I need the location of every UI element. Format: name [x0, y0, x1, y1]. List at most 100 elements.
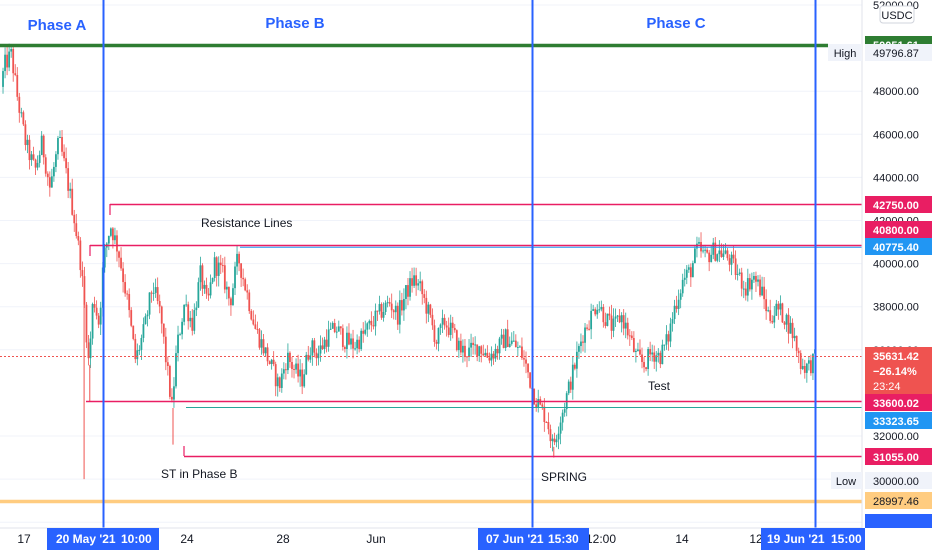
candle-body: [160, 306, 163, 324]
candle-body: [453, 327, 456, 331]
candle-body: [773, 315, 776, 323]
candle-body: [183, 304, 186, 322]
x-marker-07-jun[interactable]: [478, 528, 589, 550]
candle-body: [651, 352, 654, 355]
candle-body: [742, 288, 745, 290]
candle-body: [252, 319, 255, 325]
candle-body: [118, 251, 120, 258]
candle-body: [2, 71, 4, 87]
candle-body: [158, 301, 161, 307]
candle-body: [175, 353, 177, 387]
candle-body: [89, 338, 92, 359]
candle-body: [107, 235, 110, 244]
candle-body: [319, 345, 322, 354]
level-tag-28997-value: 28997.46: [873, 496, 919, 508]
candle-body: [561, 412, 564, 423]
candle-body: [374, 310, 377, 327]
candle-body: [44, 157, 47, 174]
candle-body: [803, 365, 806, 373]
candle-body: [799, 353, 802, 369]
candle-body: [246, 290, 249, 293]
x-marker-19-jun[interactable]: [761, 528, 865, 550]
candle-body: [230, 298, 232, 306]
candle-body: [496, 348, 499, 354]
candle-body: [653, 352, 656, 362]
candle-body: [313, 340, 316, 353]
candle-body: [763, 286, 766, 300]
annotation-resistance-lines: Resistance Lines: [201, 216, 292, 230]
candle-body: [553, 438, 556, 443]
candle-body: [207, 293, 210, 296]
candle-body: [521, 346, 523, 359]
currency-badge[interactable]: [879, 5, 915, 24]
candle-body: [152, 292, 155, 294]
last-price-tag: [865, 347, 932, 395]
candle-body: [156, 287, 159, 302]
candle-body: [128, 294, 131, 311]
candle-body: [512, 340, 515, 342]
candle-body: [4, 54, 6, 72]
candle-body: [500, 334, 503, 339]
candle-body: [750, 279, 753, 290]
candle-body: [765, 299, 768, 312]
candle-body: [787, 314, 790, 334]
candle-body: [429, 304, 432, 315]
candle-body: [744, 288, 747, 296]
candle-body: [65, 158, 68, 169]
candle-body: [610, 315, 613, 331]
candle-body: [339, 326, 342, 329]
candle-body: [337, 326, 340, 332]
candle-body: [250, 311, 253, 320]
candle-body: [706, 249, 709, 253]
candle-body: [134, 338, 137, 360]
candle-body: [759, 279, 761, 296]
candle-body: [632, 338, 635, 353]
candle-body: [655, 355, 658, 362]
candle-body: [341, 328, 344, 347]
candle-body: [691, 263, 694, 278]
candle-body: [557, 433, 560, 440]
candle-body: [254, 324, 257, 329]
candle-body: [396, 305, 399, 325]
candle-body: [114, 235, 116, 241]
x-tick-jun: Jun: [366, 532, 385, 546]
candle-body: [376, 310, 379, 312]
candle-body: [256, 328, 259, 330]
candle-body: [109, 228, 112, 236]
x-tick-17: 17: [17, 532, 31, 546]
level-tag-31055-value: 31055.00: [873, 452, 919, 464]
candle-body: [305, 354, 308, 375]
bar-countdown: 23:24: [873, 381, 901, 393]
candle-body: [681, 279, 684, 294]
y-tick-label: 46000.00: [873, 129, 919, 141]
time-axis[interactable]: 17 24 28 Jun 12:00 14 12 20 May '21 10:0…: [0, 527, 932, 550]
candle-body: [85, 304, 88, 343]
candle-body: [624, 322, 627, 329]
candle-body: [97, 315, 100, 325]
price-axis[interactable]: 52000.0048000.0046000.0044000.0042000.00…: [828, 0, 932, 550]
candle-body: [343, 346, 346, 349]
candle-body: [590, 310, 593, 330]
candle-body: [122, 268, 124, 283]
candle-body: [93, 304, 96, 308]
candle-body: [683, 277, 686, 280]
candlestick-series[interactable]: [2, 43, 816, 480]
candle-body: [166, 362, 169, 366]
candle-body: [757, 279, 759, 282]
candle-body: [409, 278, 411, 297]
level-tag-33600: [865, 394, 932, 411]
candle-body: [630, 335, 633, 339]
candle-body: [667, 334, 670, 342]
candle-body: [213, 257, 216, 279]
candle-body: [12, 48, 15, 74]
candle-body: [276, 377, 279, 387]
candle-body: [415, 275, 418, 286]
candle-body: [42, 135, 45, 158]
candle-body: [317, 353, 320, 359]
x-tick-1200: 12:00: [586, 532, 616, 546]
x-marker-20-may[interactable]: [47, 528, 159, 550]
candle-body: [543, 406, 546, 422]
candle-body: [734, 258, 737, 275]
candle-body: [148, 292, 151, 315]
